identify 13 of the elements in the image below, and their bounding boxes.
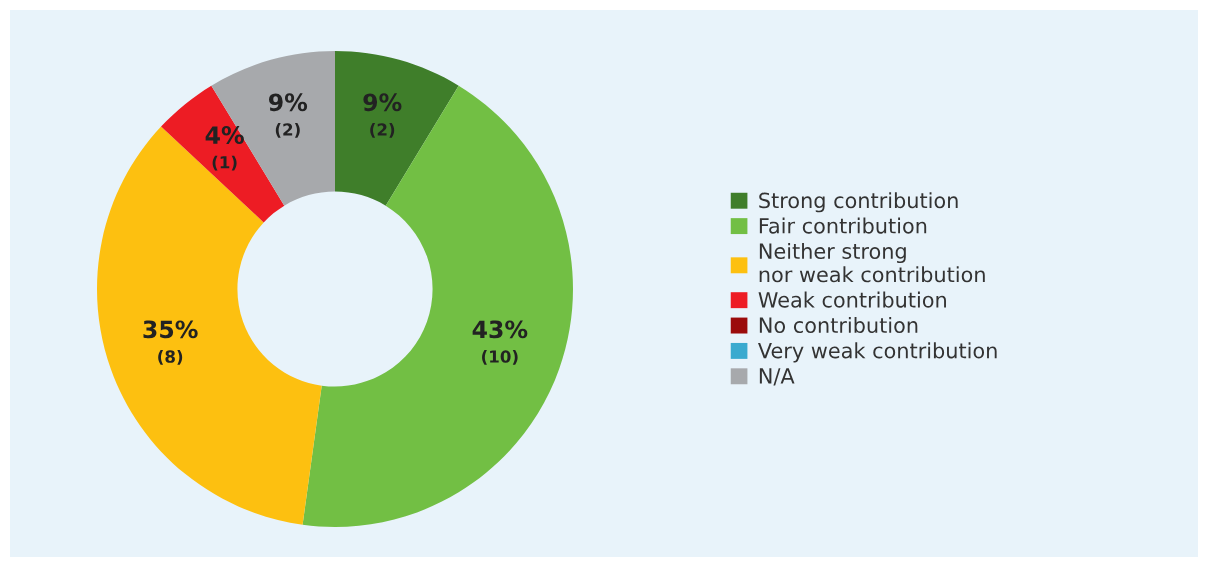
data-label: 9% (2) — [363, 93, 402, 138]
legend-label: Strong contribution — [759, 192, 958, 213]
legend-label: N/A — [759, 368, 795, 386]
legend-label: Very weak contribution — [758, 342, 997, 363]
data-label: 43% (10) — [472, 320, 528, 365]
legend-label: Fair contribution — [759, 217, 927, 234]
data-label: 9% (2) — [268, 93, 308, 138]
legend-label: Neither strong nor weak contribution — [759, 242, 985, 283]
donut-slice — [335, 51, 459, 206]
data-label: 35% (8) — [143, 320, 198, 365]
data-label: 4% (1) — [205, 126, 244, 171]
legend-label: No contribution — [759, 316, 918, 334]
legend-label: Weak contribution — [758, 291, 946, 308]
